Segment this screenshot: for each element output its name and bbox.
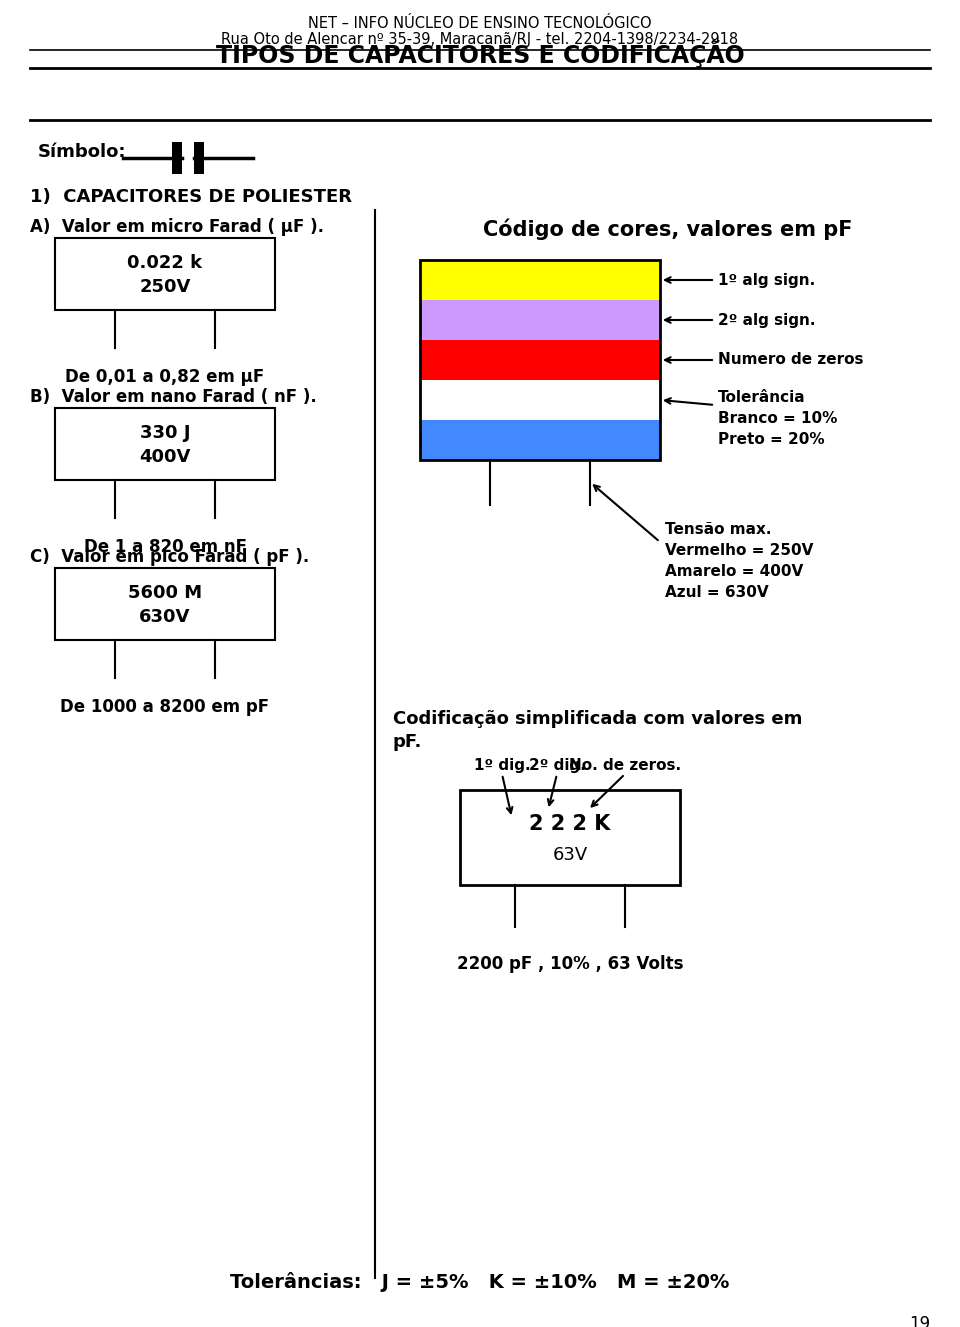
Text: pF.: pF.	[393, 733, 422, 751]
Text: 5600 M: 5600 M	[128, 584, 202, 602]
Bar	[420, 260, 660, 460]
Text: 19: 19	[909, 1315, 930, 1327]
Text: De 0,01 a 0,82 em μF: De 0,01 a 0,82 em μF	[65, 368, 265, 386]
Text: NET – INFO NÚCLEO DE ENSINO TECNOLÓGICO: NET – INFO NÚCLEO DE ENSINO TECNOLÓGICO	[308, 16, 652, 31]
Text: Símbolo:: Símbolo:	[38, 143, 127, 161]
Text: Código de cores, valores em pF: Código de cores, valores em pF	[483, 218, 852, 239]
Text: Numero de zeros: Numero de zeros	[718, 353, 863, 368]
Text: 0.022 k: 0.022 k	[128, 253, 203, 272]
Bar	[420, 300, 660, 340]
Text: B)  Valor em nano Farad ( nF ).: B) Valor em nano Farad ( nF ).	[30, 387, 317, 406]
Text: 63V: 63V	[552, 847, 588, 864]
Text: De 1000 a 8200 em pF: De 1000 a 8200 em pF	[60, 698, 270, 717]
Bar	[194, 142, 204, 174]
Text: C)  Valor em pico Farad ( pF ).: C) Valor em pico Farad ( pF ).	[30, 548, 309, 567]
Text: A)  Valor em micro Farad ( μF ).: A) Valor em micro Farad ( μF ).	[30, 218, 324, 236]
Text: 630V: 630V	[139, 608, 191, 626]
Text: No. de zeros.: No. de zeros.	[569, 758, 681, 774]
Text: 2º dig.: 2º dig.	[529, 758, 586, 774]
Bar	[420, 260, 660, 300]
Text: 250V: 250V	[139, 277, 191, 296]
Bar	[420, 421, 660, 460]
Text: De 1 a 820 em nF: De 1 a 820 em nF	[84, 537, 247, 556]
Text: 330 J: 330 J	[140, 425, 190, 442]
Bar	[55, 568, 275, 640]
Text: 2º alg sign.: 2º alg sign.	[718, 312, 815, 328]
Text: TIPOS DE CAPACITORES E CODIFICAÇÃO: TIPOS DE CAPACITORES E CODIFICAÇÃO	[216, 40, 744, 68]
Bar	[420, 340, 660, 380]
Text: 2 2 2 K: 2 2 2 K	[529, 813, 611, 833]
Text: 400V: 400V	[139, 449, 191, 466]
Text: 1)  CAPACITORES DE POLIESTER: 1) CAPACITORES DE POLIESTER	[30, 188, 352, 206]
Bar	[55, 238, 275, 311]
Bar	[460, 790, 680, 885]
Text: 2200 pF , 10% , 63 Volts: 2200 pF , 10% , 63 Volts	[457, 955, 684, 973]
Text: Tensão max.
Vermelho = 250V
Amarelo = 400V
Azul = 630V: Tensão max. Vermelho = 250V Amarelo = 40…	[665, 522, 813, 600]
Text: Rua Oto de Alencar nº 35-39, Maracanã/RJ - tel. 2204-1398/2234-2918: Rua Oto de Alencar nº 35-39, Maracanã/RJ…	[222, 32, 738, 46]
Text: Tolerâncias:   J = ±5%   K = ±10%   M = ±20%: Tolerâncias: J = ±5% K = ±10% M = ±20%	[230, 1273, 730, 1292]
Bar	[420, 380, 660, 421]
Text: Tolerância
Branco = 10%
Preto = 20%: Tolerância Branco = 10% Preto = 20%	[718, 390, 837, 447]
Bar	[55, 407, 275, 480]
Text: Codificação simplificada com valores em: Codificação simplificada com valores em	[393, 710, 803, 729]
Bar	[172, 142, 182, 174]
Text: 1º dig.: 1º dig.	[473, 758, 530, 774]
Text: 1º alg sign.: 1º alg sign.	[718, 272, 815, 288]
